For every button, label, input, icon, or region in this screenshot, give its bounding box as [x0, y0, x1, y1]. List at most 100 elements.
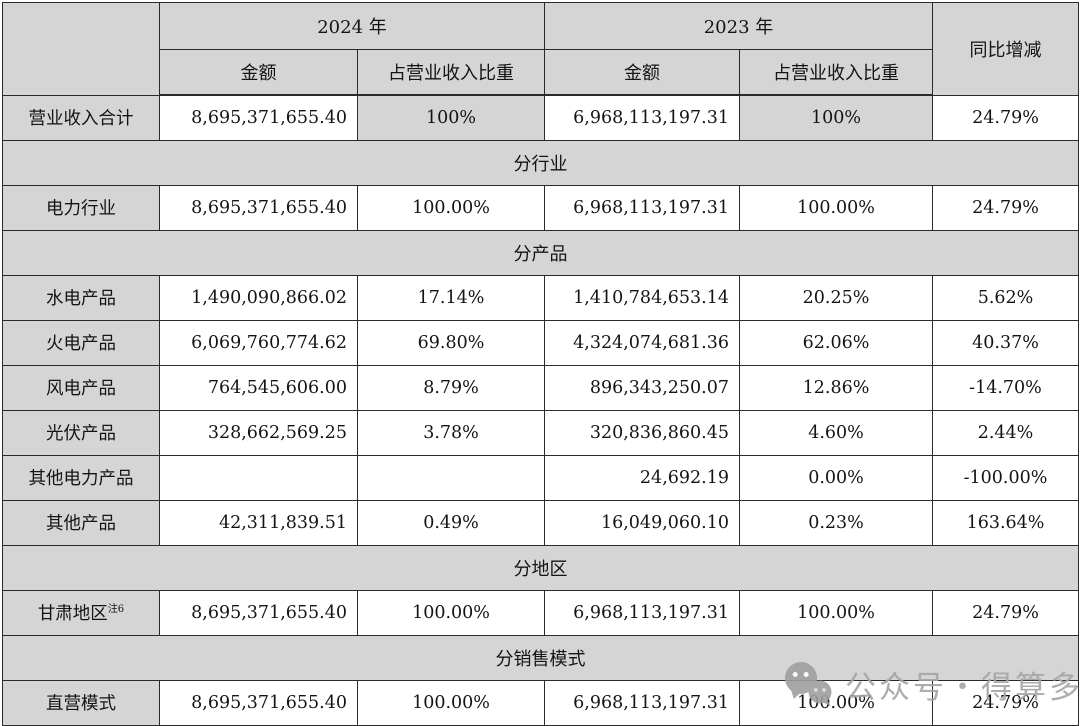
pct-2023-cell: 0.23% [739, 499, 933, 546]
section-row: 分销售模式 [2, 634, 1079, 681]
section-label: 分销售模式 [2, 634, 1079, 681]
table-row: 火电产品 6,069,760,774.62 69.80% 4,324,074,681.… [2, 319, 1079, 366]
amount-2024-header: 金额 [159, 49, 358, 96]
amount-2023-cell: 6,968,113,197.31 [544, 589, 740, 636]
row-label: 直营模式 [46, 694, 116, 714]
row-label: 火电产品 [46, 334, 116, 354]
yoy-cell: 40.37% [932, 319, 1079, 366]
pct-2024-cell: 0.49% [357, 499, 545, 546]
table-row: 其他产品 42,311,839.51 0.49% 16,049,060.10 0.23%… [2, 499, 1079, 546]
yoy-cell: -100.00% [932, 454, 1079, 501]
pct-2024-cell [357, 454, 545, 501]
yoy-cell: 5.62% [932, 274, 1079, 321]
pct-2024-cell: 17.14% [357, 274, 545, 321]
amount-2023-cell: 896,343,250.07 [544, 364, 740, 411]
amount-2023-cell: 24,692.19 [544, 454, 740, 501]
amount-2024-cell: 764,545,606.00 [159, 364, 358, 411]
amount-2024-cell [159, 454, 358, 501]
row-label: 甘肃地区 [37, 604, 108, 624]
section-row: 分地区 [2, 544, 1079, 591]
amount-2023-cell: 6,968,113,197.31 [544, 94, 740, 141]
table-row: 水电产品 1,490,090,866.02 17.14% 1,410,784,653.… [2, 274, 1079, 321]
table-row: 甘肃地区注6 8,695,371,655.40 100.00% 6,968,113,1… [2, 589, 1079, 636]
yoy-cell: 24.79% [932, 184, 1079, 231]
pct-2023-cell: 62.06% [739, 319, 933, 366]
pct-2024-cell: 100.00% [357, 589, 545, 636]
row-label: 电力行业 [46, 199, 116, 219]
section-row: 分产品 [2, 229, 1079, 276]
pct-2023-cell: 100.00% [739, 184, 933, 231]
yoy-cell: -14.70% [932, 364, 1079, 411]
row-label-footnote: 注6 [107, 604, 125, 616]
row-label: 水电产品 [46, 289, 116, 309]
corner-cell [2, 2, 160, 96]
section-label: 分产品 [2, 229, 1079, 276]
pct-2023-cell: 0.00% [739, 454, 933, 501]
amount-2024-cell: 8,695,371,655.40 [159, 94, 358, 141]
table-row: 风电产品 764,545,606.00 8.79% 896,343,250.07 12.… [2, 364, 1079, 411]
year-2024-header: 2024 年 [159, 2, 545, 50]
amount-2023-cell: 320,836,860.45 [544, 409, 740, 456]
row-label-cell: 甘肃地区注6 [2, 589, 160, 636]
amount-2023-cell: 6,968,113,197.31 [544, 184, 740, 231]
table-body: 营业收入合计 8,695,371,655.40 100% 6,968,113,197.… [2, 94, 1079, 726]
pct-2023-cell: 100.00% [739, 679, 933, 726]
amount-2024-cell: 8,695,371,655.40 [159, 589, 358, 636]
pct-2023-cell: 12.86% [739, 364, 933, 411]
pct-2024-cell: 69.80% [357, 319, 545, 366]
amount-2024-cell: 6,069,760,774.62 [159, 319, 358, 366]
row-label-cell: 营业收入合计 [2, 94, 160, 141]
pct-2023-cell: 100.00% [739, 589, 933, 636]
header-row-years: 2024 年 2023 年 同比增减 [2, 2, 1079, 96]
yoy-cell: 2.44% [932, 409, 1079, 456]
table-row: 光伏产品 328,662,569.25 3.78% 320,836,860.45 4.6… [2, 409, 1079, 456]
table-row: 营业收入合计 8,695,371,655.40 100% 6,968,113,197.… [2, 94, 1079, 141]
row-label-cell: 直营模式 [2, 679, 160, 726]
pct-2024-cell: 100.00% [357, 679, 545, 726]
pct-2024-cell: 100% [357, 94, 545, 141]
amount-2023-cell: 6,968,113,197.31 [544, 679, 740, 726]
yoy-cell: 24.79% [932, 94, 1079, 141]
amount-2023-cell: 16,049,060.10 [544, 499, 740, 546]
share-2024-header: 占营业收入比重 [357, 49, 545, 96]
row-label: 其他电力产品 [28, 469, 134, 489]
section-label: 分行业 [2, 139, 1079, 186]
row-label: 风电产品 [46, 379, 116, 399]
pct-2024-cell: 100.00% [357, 184, 545, 231]
row-label-cell: 水电产品 [2, 274, 160, 321]
table-row: 其他电力产品 24,692.19 0.00% -100.00% [2, 454, 1079, 501]
row-label: 光伏产品 [46, 424, 116, 444]
yoy-cell: 24.79% [932, 589, 1079, 636]
yoy-header: 同比增减 [932, 2, 1079, 96]
row-label-cell: 风电产品 [2, 364, 160, 411]
yoy-cell: 24.79% [932, 679, 1079, 726]
pct-2023-cell: 20.25% [739, 274, 933, 321]
pct-2023-cell: 100% [739, 94, 933, 141]
pct-2023-cell: 4.60% [739, 409, 933, 456]
row-label: 其他产品 [46, 514, 116, 534]
yoy-cell: 163.64% [932, 499, 1079, 546]
row-label-cell: 火电产品 [2, 319, 160, 366]
section-label: 分地区 [2, 544, 1079, 591]
amount-2023-cell: 1,410,784,653.14 [544, 274, 740, 321]
amount-2024-cell: 8,695,371,655.40 [159, 679, 358, 726]
table-row: 电力行业 8,695,371,655.40 100.00% 6,968,113,197… [2, 184, 1079, 231]
year-2023-header: 2023 年 [544, 2, 933, 50]
row-label-cell: 其他产品 [2, 499, 160, 546]
amount-2024-cell: 42,311,839.51 [159, 499, 358, 546]
amount-2024-cell: 8,695,371,655.40 [159, 184, 358, 231]
amount-2024-cell: 1,490,090,866.02 [159, 274, 358, 321]
header-row-measures: 金额 占营业收入比重 金额 占营业收入比重 [3, 49, 1079, 96]
amount-2023-header: 金额 [544, 49, 740, 96]
pct-2024-cell: 3.78% [357, 409, 545, 456]
row-label-cell: 光伏产品 [2, 409, 160, 456]
section-row: 分行业 [2, 139, 1079, 186]
amount-2023-cell: 4,324,074,681.36 [544, 319, 740, 366]
amount-2024-cell: 328,662,569.25 [159, 409, 358, 456]
row-label-cell: 其他电力产品 [2, 454, 160, 501]
row-label: 营业收入合计 [28, 109, 134, 129]
row-label-cell: 电力行业 [2, 184, 160, 231]
table-row: 直营模式 8,695,371,655.40 100.00% 6,968,113,197… [2, 679, 1079, 726]
share-2023-header: 占营业收入比重 [739, 49, 933, 96]
